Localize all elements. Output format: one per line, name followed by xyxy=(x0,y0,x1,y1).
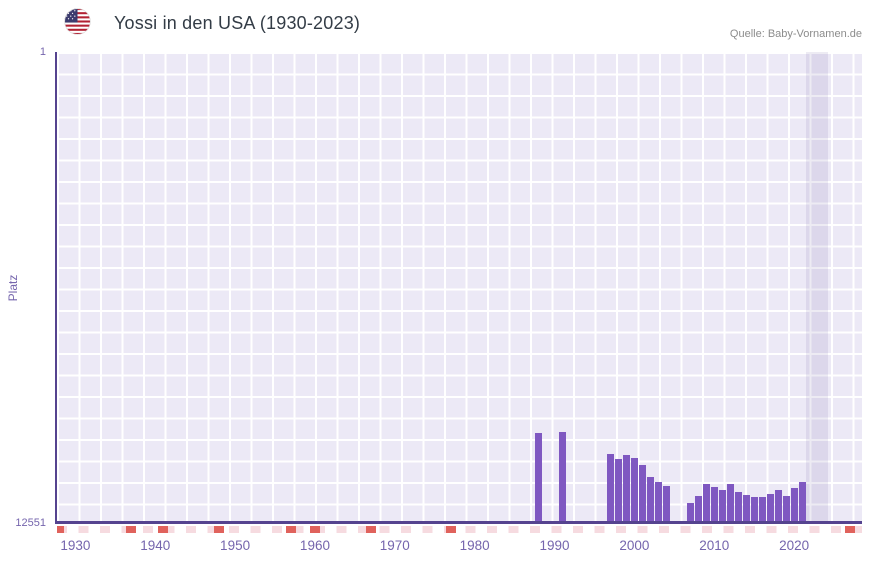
y-tick-label-bottom: 12551 xyxy=(15,517,46,529)
no-rank-mark xyxy=(57,526,65,533)
rank-bar xyxy=(734,492,742,523)
rank-bar xyxy=(535,432,543,523)
x-tick-label: 1960 xyxy=(299,538,330,553)
no-rank-mark xyxy=(309,526,320,533)
y-tick-label-top: 1 xyxy=(39,46,46,58)
no-rank-mark xyxy=(845,526,856,533)
y-axis-title: Platz xyxy=(6,274,20,302)
rank-bar xyxy=(702,483,710,523)
page-title: Yossi in den USA (1930-2023) xyxy=(114,13,361,33)
rank-bar xyxy=(622,455,630,523)
x-tick-label: 1950 xyxy=(220,538,251,553)
rank-bar xyxy=(638,464,646,523)
rank-bar xyxy=(766,494,774,523)
rank-bar xyxy=(782,495,790,523)
rank-bar xyxy=(654,482,662,523)
baseline-marks-strip xyxy=(57,526,862,533)
x-axis-ticks: 1930 1940 1950 1960 1970 1980 1990 2000 2010 2020 xyxy=(57,538,862,556)
no-rank-mark xyxy=(126,526,137,533)
rank-bar xyxy=(559,432,567,523)
rank-bar xyxy=(614,459,622,523)
no-rank-mark xyxy=(158,526,169,533)
no-rank-mark xyxy=(214,526,225,533)
rank-bar xyxy=(710,486,718,523)
y-axis-line xyxy=(55,52,57,524)
x-tick-label: 1980 xyxy=(459,538,490,553)
no-rank-mark xyxy=(445,526,456,533)
rank-bar xyxy=(686,503,694,523)
rank-bar xyxy=(798,482,806,523)
rank-bar xyxy=(718,489,726,523)
us-flag-icon xyxy=(64,8,91,35)
rank-bar xyxy=(606,453,614,523)
x-tick-label: 1970 xyxy=(379,538,410,553)
x-tick-label: 1930 xyxy=(60,538,91,553)
rank-bar xyxy=(630,458,638,523)
highlight-band xyxy=(806,52,829,523)
x-tick-label: 1940 xyxy=(140,538,171,553)
x-axis-line xyxy=(55,521,862,524)
rank-bar xyxy=(646,476,654,523)
x-tick-label: 2020 xyxy=(779,538,810,553)
x-tick-label: 2000 xyxy=(619,538,650,553)
rank-bar xyxy=(662,485,670,523)
rank-bar xyxy=(790,488,798,523)
no-rank-mark xyxy=(285,526,296,533)
rank-bar xyxy=(694,495,702,523)
plot-area xyxy=(57,52,862,523)
no-rank-mark xyxy=(365,526,376,533)
rank-bar xyxy=(742,495,750,523)
x-tick-label: 2010 xyxy=(699,538,730,553)
x-tick-label: 1990 xyxy=(539,538,570,553)
source-credit: Quelle: Baby-Vornamen.de xyxy=(729,28,862,40)
rank-bar xyxy=(750,497,758,523)
rank-bar xyxy=(726,483,734,523)
rank-bar xyxy=(774,489,782,523)
rank-bar xyxy=(758,497,766,523)
